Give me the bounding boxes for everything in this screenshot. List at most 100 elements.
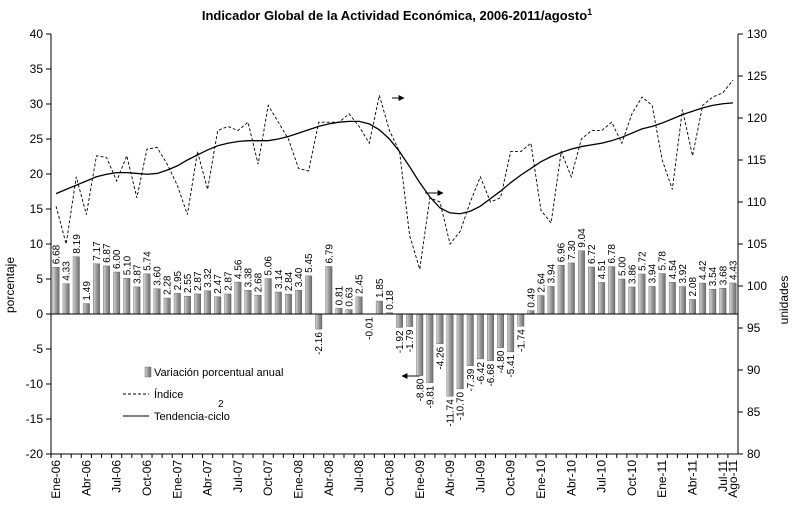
- data-label: 3.86: [627, 264, 638, 284]
- y2-tick-label: 80: [747, 447, 761, 461]
- y-tick-label: -20: [26, 447, 44, 461]
- x-tick-label: Abr-06: [79, 460, 93, 496]
- data-label: 4.33: [62, 261, 73, 281]
- bar: [537, 295, 545, 315]
- data-label: 2.84: [284, 271, 295, 291]
- data-label: 5.00: [617, 256, 628, 276]
- bar: [234, 281, 242, 315]
- y2-tick-label: 130: [747, 27, 767, 41]
- bar: [547, 286, 555, 315]
- data-label: 5.10: [122, 255, 133, 275]
- data-label: 5.06: [264, 256, 275, 276]
- data-label: 2.95: [173, 270, 184, 290]
- bar: [668, 282, 676, 315]
- bar: [335, 308, 343, 315]
- y-tick-label: 5: [36, 272, 43, 286]
- y2-tick-label: 90: [747, 363, 761, 377]
- bar: [598, 282, 606, 315]
- bar: [62, 283, 70, 315]
- data-label: 2.55: [183, 273, 194, 293]
- data-label: 3.14: [274, 269, 285, 289]
- data-label: 3.54: [708, 266, 719, 286]
- x-tick-label: Oct-07: [261, 460, 275, 496]
- data-label: 4.51: [597, 260, 608, 280]
- data-label: 3.40: [294, 267, 305, 287]
- x-tick-label: Abr-08: [322, 460, 336, 496]
- data-label: 6.78: [607, 244, 618, 264]
- data-label: 5.74: [142, 251, 153, 271]
- y-tick-label: 10: [30, 237, 44, 251]
- data-label: 6.00: [112, 249, 123, 269]
- bar: [82, 303, 90, 315]
- bar: [577, 250, 585, 315]
- bar: [507, 313, 515, 353]
- data-label: -9.81: [425, 385, 436, 408]
- data-label: 0.81: [334, 285, 345, 305]
- x-tick-label: Oct-08: [382, 460, 396, 496]
- data-label: -4.26: [435, 346, 446, 369]
- y2-axis-label: unidades: [777, 276, 791, 325]
- title-text: Indicador Global de la Actividad Económi…: [202, 8, 587, 23]
- bar: [254, 295, 262, 315]
- bar: [103, 265, 110, 315]
- bar: [194, 293, 201, 315]
- x-tick-label: Ene-06: [49, 460, 63, 499]
- data-label: 3.68: [718, 265, 729, 285]
- data-label: 2.87: [193, 271, 204, 291]
- bar: [133, 286, 141, 315]
- bar: [648, 286, 656, 315]
- x-tick-label: Jul-07: [231, 460, 245, 493]
- bar: [264, 278, 272, 315]
- data-label: 3.60: [153, 266, 164, 286]
- bar: [487, 313, 494, 361]
- bar: [284, 293, 292, 315]
- bar: [315, 313, 323, 330]
- bar: [557, 265, 565, 315]
- bar: [325, 266, 333, 315]
- data-label: -10.70: [456, 391, 467, 420]
- data-label: 1.49: [82, 281, 93, 301]
- data-label: 2.47: [213, 274, 224, 294]
- data-label: -1.92: [395, 330, 406, 353]
- x-tick-label: Oct-10: [625, 460, 639, 496]
- data-label: -1.79: [405, 329, 416, 352]
- y2-tick-label: 110: [747, 195, 766, 209]
- data-label: 2.45: [355, 274, 366, 294]
- y-tick-label: 0: [36, 307, 43, 321]
- bar: [719, 288, 727, 315]
- bar: [436, 313, 444, 345]
- data-label: 0.49: [526, 288, 537, 308]
- x-tick-label: Ene-09: [413, 460, 427, 499]
- data-label: 3.94: [648, 264, 659, 284]
- y-tick-label: 40: [30, 27, 44, 41]
- data-label: 1.85: [375, 278, 386, 298]
- bar: [183, 295, 191, 315]
- x-tick-label: Oct-06: [140, 460, 154, 496]
- bar: [456, 313, 464, 390]
- bar: [426, 313, 434, 383]
- bar: [93, 263, 100, 315]
- data-label: -11.74: [446, 399, 457, 427]
- bar: [52, 267, 60, 315]
- data-label: 6.96: [557, 242, 568, 262]
- x-tick-label: Jul-09: [473, 460, 487, 493]
- x-tick-label: Jul-06: [110, 460, 124, 493]
- data-label: 4.43: [728, 260, 739, 280]
- bar: [476, 313, 484, 360]
- bar: [729, 282, 737, 315]
- x-tick-label: Jul-08: [352, 460, 366, 493]
- legend-label: Variación porcentual anual: [154, 367, 283, 379]
- bar: [679, 286, 686, 315]
- y2-tick-label: 125: [747, 69, 767, 83]
- data-label: -0.01: [365, 317, 376, 340]
- y2-tick-label: 105: [747, 237, 767, 251]
- data-label: 2.87: [223, 271, 234, 291]
- bar: [638, 273, 646, 315]
- legend-label: Índice: [154, 388, 183, 401]
- x-tick-label: Abr-07: [201, 460, 215, 496]
- bar: [295, 290, 302, 315]
- x-tick-label: Ene-08: [292, 460, 306, 499]
- data-label: 2.08: [688, 277, 699, 297]
- data-label: 6.68: [52, 244, 63, 264]
- bar: [153, 288, 161, 315]
